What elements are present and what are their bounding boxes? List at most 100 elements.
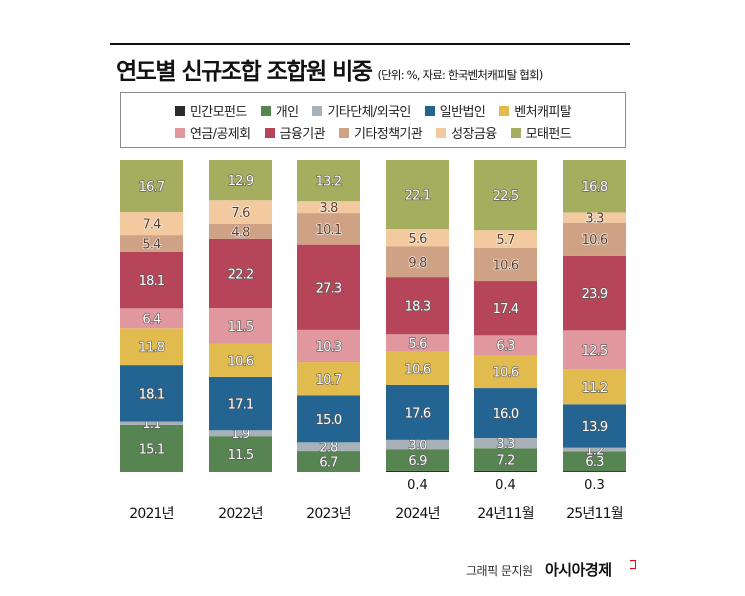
bar-segment <box>563 330 626 370</box>
data-label: 13.9 <box>582 420 608 435</box>
bar-segment <box>474 470 537 472</box>
legend-row: 연금/공제회 금융기관 기타정책기관 성장금융 모태펀드 <box>121 123 625 142</box>
brand-mark-icon <box>630 560 636 569</box>
bar-segment <box>386 470 449 472</box>
data-label: 12.5 <box>582 344 608 359</box>
bar-segment <box>297 201 360 214</box>
data-label: 7.4 <box>142 218 161 233</box>
bar-segment <box>209 376 272 431</box>
bar-segment <box>297 395 360 443</box>
data-label: 13.2 <box>316 175 342 190</box>
legend-item: 성장금융 <box>436 123 497 142</box>
bar-segment <box>120 365 183 422</box>
data-label: 7.6 <box>231 206 250 221</box>
bar-segment <box>386 246 449 278</box>
legend-item: 민간모펀드 <box>174 101 247 120</box>
legend-label: 벤처캐피탈 <box>514 105 572 120</box>
legend-swatch <box>174 105 185 116</box>
x-tick-label: 2022년 <box>218 506 263 522</box>
data-label: 16.7 <box>139 180 165 195</box>
data-label: 10.6 <box>493 259 519 274</box>
bar-segment <box>209 200 272 224</box>
data-label: 11.8 <box>139 341 165 356</box>
legend-label: 모태펀드 <box>525 127 572 142</box>
x-tick-label: 2021년 <box>129 506 174 522</box>
data-label: 11.5 <box>228 448 254 463</box>
bar-segment <box>563 222 626 256</box>
data-label: 16.0 <box>493 407 519 422</box>
data-label: 3.3 <box>496 437 515 452</box>
legend-item: 모태펀드 <box>510 123 572 142</box>
bar-segment <box>386 351 449 385</box>
data-label: 4.8 <box>231 225 250 240</box>
chart-subtitle: (단위: %, 자료: 한국벤처캐피탈 협회) <box>377 68 543 82</box>
data-label: 27.3 <box>316 281 342 296</box>
data-label: 7.2 <box>496 454 514 469</box>
legend-swatch <box>260 105 271 116</box>
data-label: 22.1 <box>405 189 431 204</box>
bar-segment <box>474 281 537 336</box>
data-label: 3.8 <box>319 201 338 216</box>
legend-swatch <box>312 105 323 116</box>
legend-item: 기타단체/외국인 <box>312 101 411 120</box>
legend-swatch <box>424 105 435 116</box>
data-label: 10.1 <box>316 223 342 238</box>
title-text: 연도별 신규조합 조합원 비중 <box>116 59 373 85</box>
data-label: 17.6 <box>405 406 431 421</box>
bar-segment <box>120 251 183 309</box>
bar-segment <box>120 212 183 236</box>
bar-segment <box>474 437 537 449</box>
data-label: 23.9 <box>582 287 608 302</box>
legend-item: 기타정책기관 <box>338 123 423 142</box>
bar-segment <box>386 334 449 352</box>
data-label: 6.3 <box>585 455 604 470</box>
bar-segment <box>209 160 272 201</box>
bar-segment <box>120 328 183 366</box>
legend-label: 금융기관 <box>279 127 326 142</box>
bar-segment <box>563 369 626 405</box>
data-label: 15.0 <box>316 413 342 428</box>
x-tick-label: 2023년 <box>306 506 351 522</box>
legend-swatch <box>338 127 349 138</box>
bar-segment <box>209 308 272 344</box>
data-label: 18.3 <box>405 300 431 315</box>
data-label: 3.3 <box>585 212 604 227</box>
data-label: 18.1 <box>139 274 165 289</box>
bar-segment <box>209 223 272 239</box>
data-label: 12.9 <box>228 174 254 189</box>
data-label: 22.5 <box>493 189 519 204</box>
data-label: 15.1 <box>139 442 165 457</box>
top-rule <box>110 43 630 45</box>
data-label: 11.5 <box>228 320 254 335</box>
legend-label: 민간모펀드 <box>189 105 247 120</box>
data-label: 10.6 <box>405 362 431 377</box>
data-label: 11.2 <box>582 381 608 396</box>
bar-segment <box>297 442 360 452</box>
legend-swatch <box>510 127 521 138</box>
bar-segment <box>297 329 360 363</box>
data-label: 10.6 <box>493 366 519 381</box>
bar-segment <box>209 430 272 437</box>
data-label: 16.8 <box>582 180 608 195</box>
bar-segment <box>474 355 537 389</box>
bar-segment <box>120 235 183 252</box>
bar-segment <box>474 247 537 282</box>
bar-segment <box>563 404 626 448</box>
legend-label: 연금/공제회 <box>189 127 251 142</box>
data-label: 6.9 <box>408 454 427 469</box>
data-label: 5.6 <box>408 232 427 247</box>
bar-segment <box>386 384 449 440</box>
legend-label: 기타정책기관 <box>353 127 423 142</box>
bar-segment <box>563 447 626 452</box>
x-tick-label: 25년11월 <box>566 506 623 522</box>
bar-segment <box>386 160 449 230</box>
data-label: 6.7 <box>319 456 338 471</box>
legend-swatch <box>174 127 185 138</box>
legend-label: 성장금융 <box>451 127 497 142</box>
bar-segment <box>563 255 626 331</box>
bar-segment <box>209 238 272 309</box>
data-label: 10.7 <box>316 373 342 388</box>
data-label: 10.6 <box>582 233 608 248</box>
data-label: 10.3 <box>316 340 342 355</box>
